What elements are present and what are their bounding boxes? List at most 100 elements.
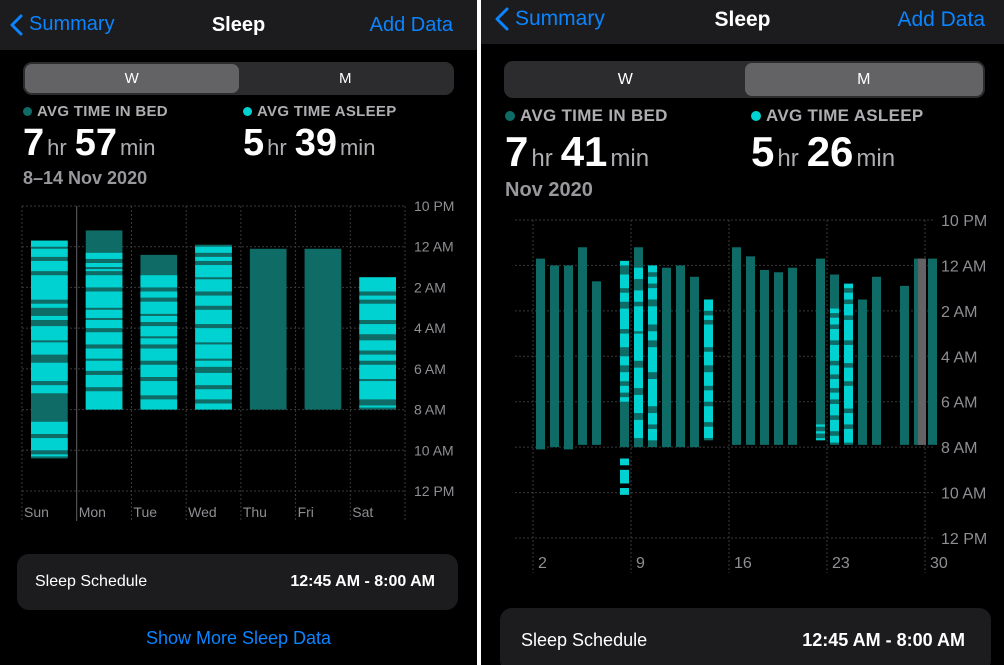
asleep-segment [704,426,713,439]
avg-in-bed-label: AVG TIME IN BED [37,103,168,120]
asleep-segment [195,403,232,410]
segment-week[interactable]: W [25,64,239,93]
in-bed-dot-icon [505,111,515,121]
y-tick-label: 8 AM [414,402,446,418]
asleep-segment [830,344,839,361]
asleep-segment [31,303,68,308]
asleep-segment [31,248,68,257]
asleep-segment [620,333,629,348]
asleep-minutes: 39 [294,122,337,164]
in-bed-bar [704,299,713,441]
date-range: 8–14 Nov 2020 [23,168,148,188]
asleep-segment [31,362,68,382]
show-more-sleep-data-link[interactable]: Show More Sleep Data [145,628,332,648]
in-bed-bar [788,267,797,445]
hours-unit: hr [47,135,67,160]
nav-bar: Summary Sleep Add Data [0,0,477,50]
sleep-schedule-row[interactable]: Sleep Schedule 12:45 AM - 8:00 AM [17,554,458,610]
asleep-segment [830,435,839,443]
asleep-segment [830,403,839,416]
y-tick-label: 6 AM [941,395,977,412]
in-bed-bar [816,258,825,439]
y-tick-label: 4 AM [941,349,977,366]
sleep-schedule-value: 12:45 AM - 8:00 AM [290,573,435,590]
asleep-segment [140,315,178,323]
in-bed-bar [928,258,937,445]
asleep-segment [359,405,396,408]
asleep-segment [85,252,123,259]
asleep-segment [620,458,629,466]
asleep-segment [31,438,68,451]
in-bed-bar [550,265,559,448]
asleep-segment [85,391,123,410]
asleep-segment [620,274,629,289]
asleep-segment [31,342,68,355]
asleep-segment [31,385,68,394]
avg-time-in-bed: AVG TIME IN BED 7 hr 41 min [505,106,668,176]
in-bed-bar [690,276,699,448]
back-label: Summary [515,7,605,30]
asleep-segment [634,367,643,389]
chevron-left-icon [10,14,23,35]
asleep-segment [359,340,396,351]
asleep-segment [620,488,629,495]
x-tick-label: Tue [133,504,157,520]
in-bed-bar [872,276,881,445]
in-bed-bar [620,260,629,448]
x-tick-label: Sat [352,504,373,520]
asleep-dot-icon [751,111,761,121]
segment-week[interactable]: W [617,70,633,88]
asleep-segment [620,397,629,402]
in-bed-bar [858,299,867,445]
asleep-segment [634,306,643,332]
segment-month[interactable]: M [744,63,983,96]
asleep-segment [620,372,629,382]
add-data-button[interactable]: Add Data [897,8,985,31]
y-tick-label: 2 AM [941,304,977,321]
y-tick-label: 10 AM [941,486,986,503]
x-tick-label: 9 [636,555,645,572]
sleep-schedule-row[interactable]: Sleep Schedule 12:45 AM - 8:00 AM [500,608,991,665]
y-tick-label: 10 AM [414,442,454,458]
asleep-segment [816,431,825,434]
asleep-segment [704,315,713,320]
asleep-segment [359,364,396,380]
asleep-segment [31,315,68,320]
x-tick-label: Sun [24,504,49,520]
asleep-segment [648,306,657,325]
back-button[interactable]: Summary [10,13,115,36]
y-tick-label: 12 AM [414,239,454,255]
minutes-unit: min [339,135,376,160]
in-bed-bar [564,265,573,450]
sleep-week-chart[interactable]: 10 PM 12 AM 2 AM 4 AM 6 AM 8 AM 10 AM 12 PM Sun M… [0,195,477,530]
in-bed-minutes: 41 [560,128,608,175]
asleep-segment [195,309,232,325]
asleep-segment [830,365,839,375]
asleep-segment [85,263,123,268]
asleep-segment [31,275,68,300]
in-bed-bar [746,256,755,445]
asleep-segment [620,260,629,266]
asleep-segment [704,299,713,311]
in-bed-bar [536,258,545,450]
asleep-segment [830,392,839,400]
asleep-segment [195,344,232,359]
y-tick-label: 10 PM [941,213,987,230]
asleep-segment [85,320,123,329]
date-range: Nov 2020 [505,179,593,201]
asleep-segment [140,275,178,288]
chevron-left-icon [495,7,509,31]
in-bed-bar [732,247,741,445]
y-tick-label: 12 AM [941,258,986,275]
avg-in-bed-label: AVG TIME IN BED [520,106,668,125]
sleep-month-chart[interactable]: 10 PM 12 AM 2 AM 4 AM 6 AM 8 AM 10 AM 12 PM 2 9 16… [481,205,1004,580]
segment-month[interactable]: M [339,70,352,87]
back-button[interactable]: Summary [495,7,605,31]
add-data-button[interactable]: Add Data [369,14,453,36]
asleep-segment [830,379,839,389]
asleep-segment [634,333,643,361]
asleep-segment [648,428,657,441]
y-tick-label: 8 AM [941,440,977,457]
asleep-segment [844,319,853,341]
asleep-segment [195,389,232,400]
